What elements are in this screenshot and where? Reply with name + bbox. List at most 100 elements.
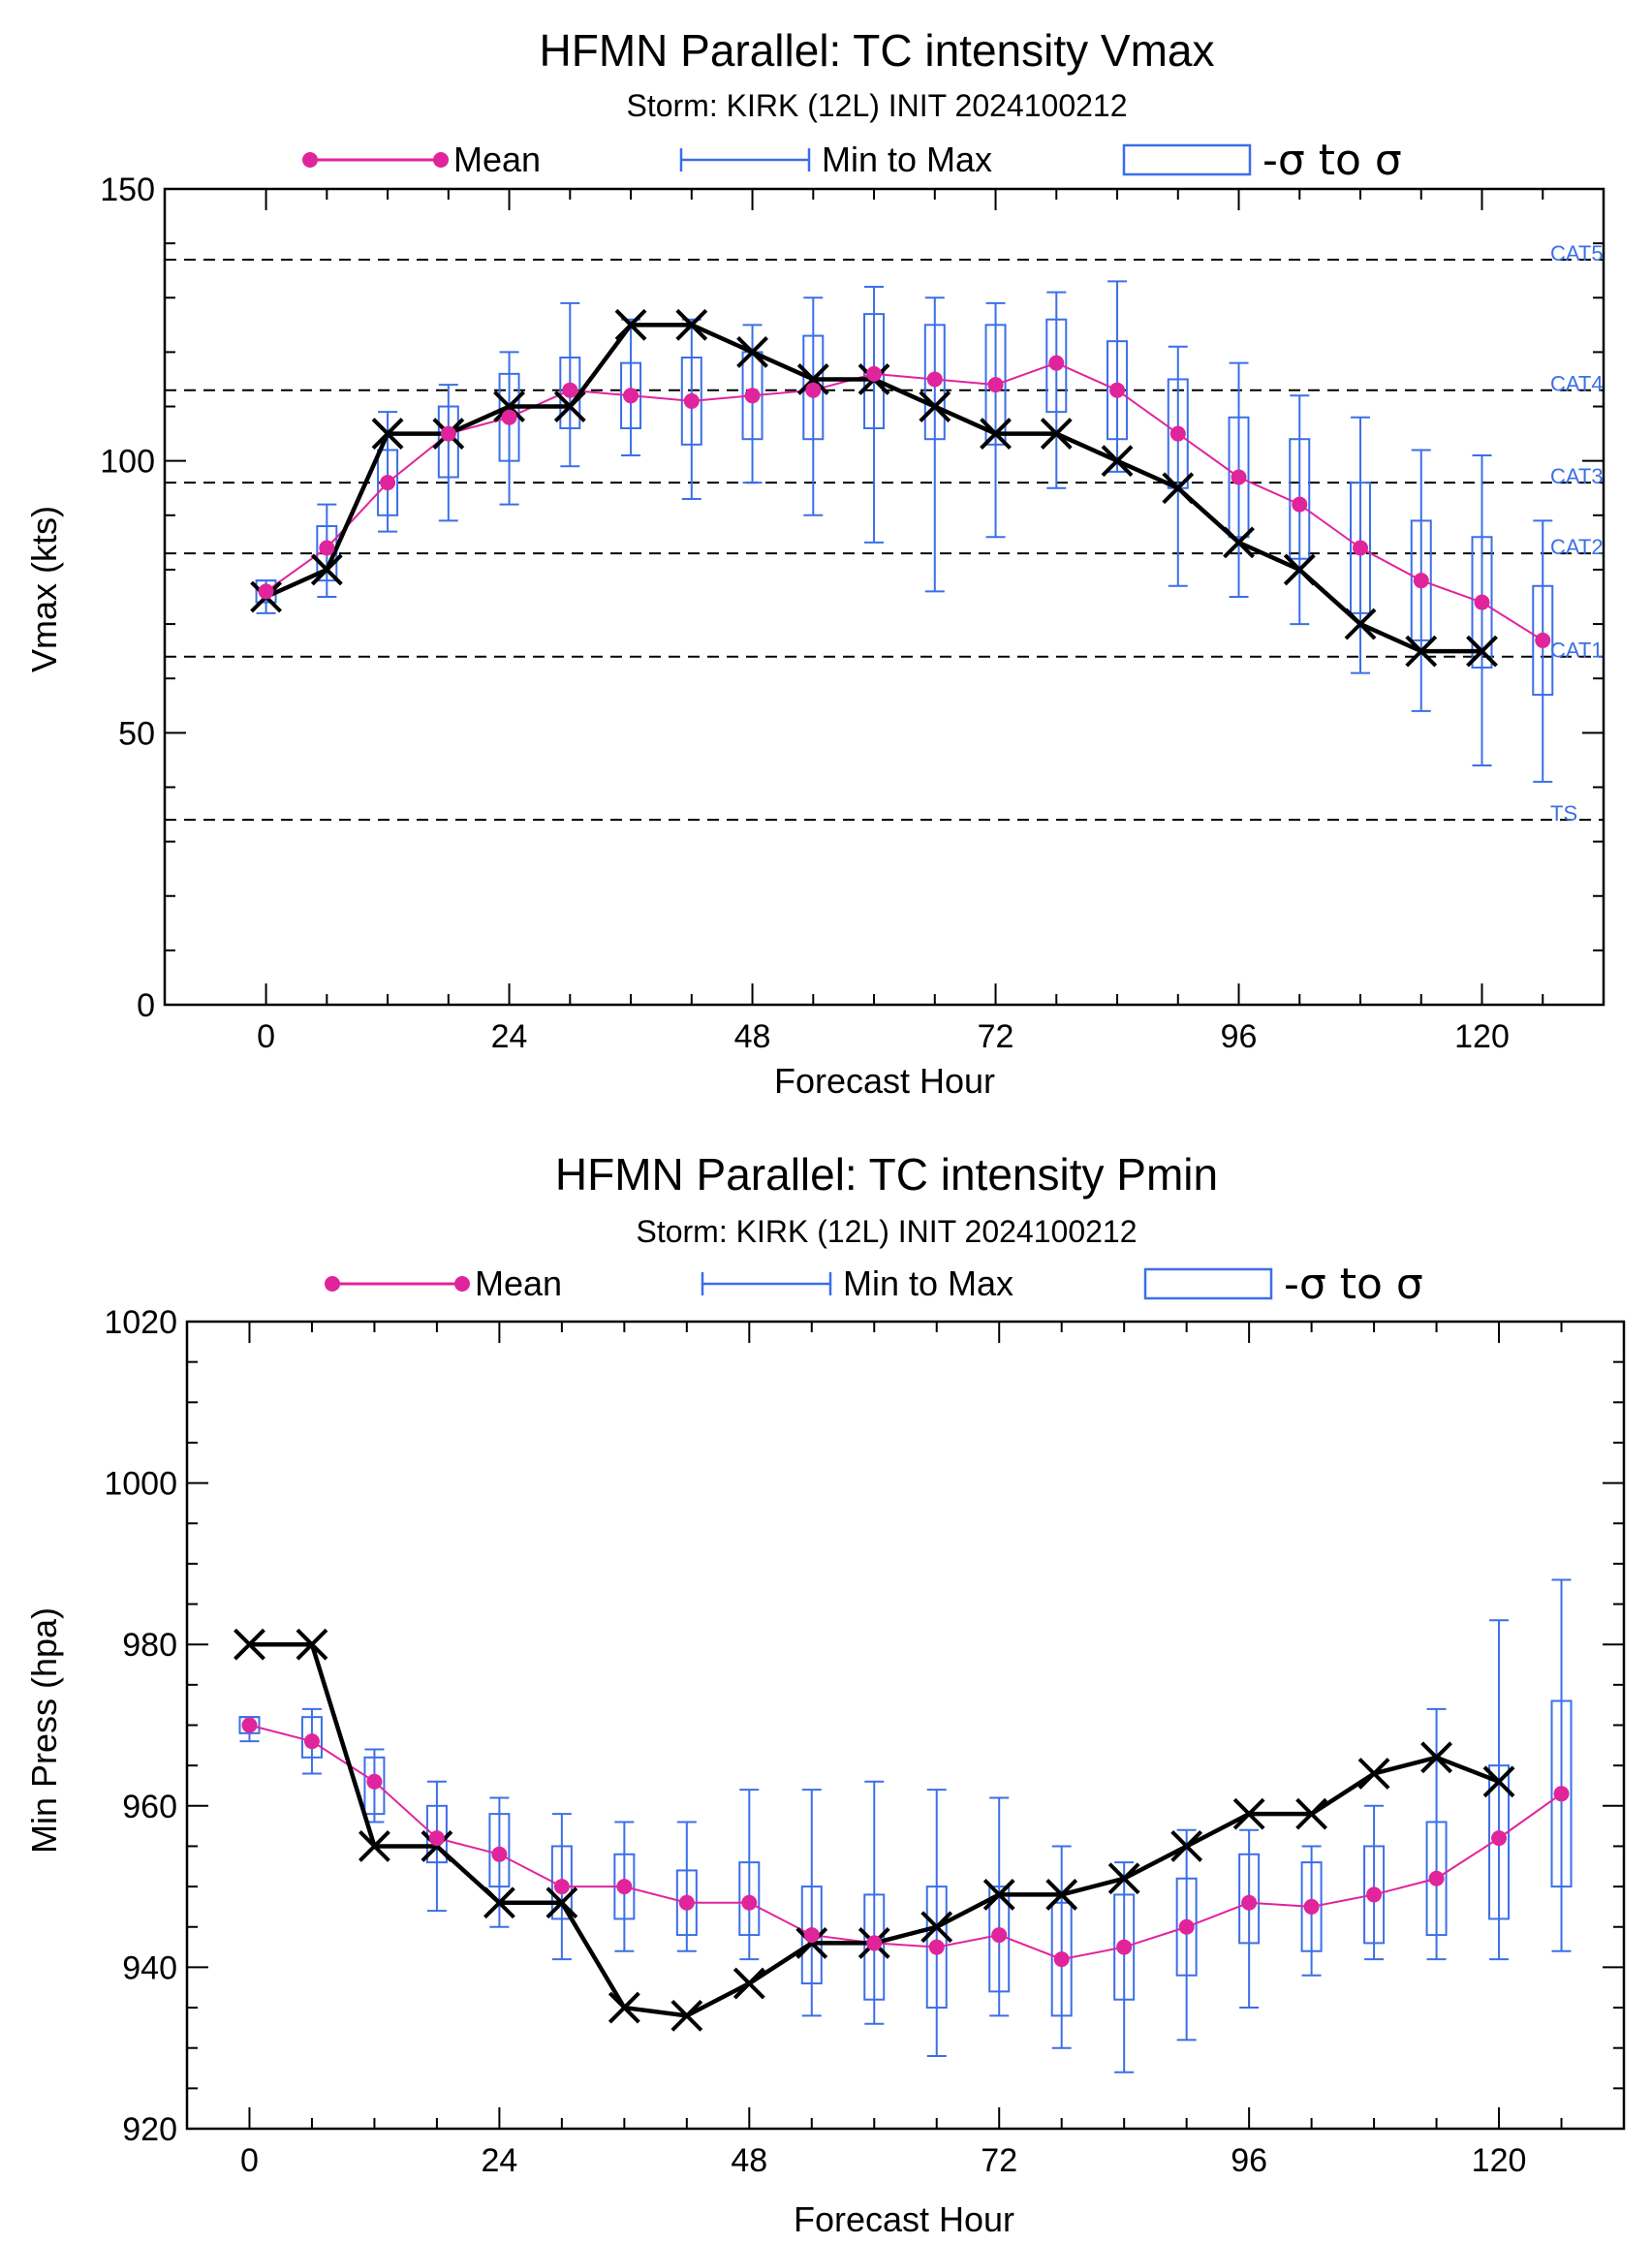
mean-line bbox=[265, 361, 1543, 641]
mean-point bbox=[553, 1879, 570, 1895]
chart-subtitle-vmax: Storm: KIRK (12L) INIT 2024100212 bbox=[626, 88, 1127, 123]
chart-title-pmin: HFMN Parallel: TC intensity Pmin bbox=[555, 1149, 1218, 1200]
mean-point bbox=[1116, 1939, 1133, 1955]
mean-point bbox=[1491, 1830, 1508, 1847]
best-track-marker-stroke bbox=[1482, 1765, 1515, 1798]
sigma-box bbox=[238, 1716, 261, 1734]
sigma-box bbox=[1471, 536, 1493, 669]
y-tick-label: 940 bbox=[122, 1949, 177, 1986]
best-track-marker-stroke bbox=[732, 1967, 765, 2000]
best-track-marker-stroke bbox=[483, 1886, 515, 1919]
best-track-marker-stroke bbox=[736, 335, 768, 368]
sigma-box bbox=[1425, 1821, 1448, 1937]
mean-point bbox=[866, 1935, 883, 1951]
reference-label-cat4: CAT4 bbox=[1550, 372, 1604, 396]
plot-area-vmax: 0 50 100 150 0 24 48 72 96 120 TS CAT1 CAT2 CAT3 CAT4 C… bbox=[100, 171, 1605, 1055]
best-track-marker-stroke bbox=[493, 390, 525, 422]
y-tick-label: 980 bbox=[122, 1627, 177, 1664]
x-tick-label: 72 bbox=[978, 1018, 1014, 1055]
mean-point bbox=[1474, 594, 1490, 610]
mean-point bbox=[241, 1717, 258, 1733]
best-track-marker-stroke bbox=[1466, 635, 1498, 668]
sigma-box bbox=[1175, 1877, 1198, 1977]
sigma-box bbox=[1289, 438, 1311, 560]
best-track-marker-stroke bbox=[795, 1926, 828, 1959]
sigma-box bbox=[1228, 416, 1250, 539]
sigma-box bbox=[1363, 1845, 1386, 1945]
mean-point bbox=[683, 392, 700, 409]
mean-point bbox=[744, 388, 761, 404]
legend-pmin: Mean Min to Max -σ to σ bbox=[325, 1260, 1423, 1309]
best-track-marker-stroke bbox=[1295, 1797, 1328, 1830]
mean-point bbox=[805, 382, 822, 398]
best-track-marker-stroke bbox=[614, 308, 647, 341]
best-track-marker-stroke bbox=[1283, 553, 1316, 586]
mean-point bbox=[303, 1733, 320, 1750]
mean-point bbox=[1413, 573, 1429, 589]
sigma-box bbox=[1238, 1853, 1261, 1945]
mean-point bbox=[987, 377, 1004, 393]
best-track-marker-stroke bbox=[920, 1911, 953, 1944]
chart-subtitle-pmin: Storm: KIRK (12L) INIT 2024100212 bbox=[636, 1214, 1137, 1249]
legend-mean-marker-right bbox=[454, 1276, 470, 1292]
legend-minmax-label: Min to Max bbox=[822, 140, 992, 179]
y-tick-label: 960 bbox=[122, 1789, 177, 1825]
y-tick-label: 920 bbox=[122, 2111, 177, 2148]
best-track-marker-stroke bbox=[1045, 1879, 1078, 1911]
sigma-box bbox=[316, 525, 338, 582]
x-tick-label: 120 bbox=[1472, 2142, 1527, 2179]
mean-point bbox=[1292, 496, 1308, 513]
x-tick-label: 48 bbox=[734, 1018, 771, 1055]
mean-point bbox=[1178, 1918, 1195, 1935]
legend-minmax-label: Min to Max bbox=[843, 1263, 1013, 1303]
best-track-marker-stroke bbox=[358, 1830, 390, 1862]
mean-point bbox=[928, 1939, 945, 1955]
sigma-box bbox=[863, 1893, 886, 2001]
mean-point bbox=[1231, 469, 1247, 485]
best-track-marker-stroke bbox=[1405, 635, 1438, 668]
best-track-marker-stroke bbox=[1223, 526, 1255, 559]
x-tick-label: 0 bbox=[240, 2142, 259, 2179]
mean-point bbox=[1169, 425, 1186, 442]
best-track-marker-stroke bbox=[421, 1830, 453, 1862]
mean-point bbox=[1553, 1786, 1570, 1802]
mean-point bbox=[562, 382, 578, 398]
y-tick-label: 1020 bbox=[104, 1304, 177, 1341]
sigma-box bbox=[1107, 340, 1129, 441]
sigma-box bbox=[1350, 482, 1372, 614]
best-track-marker-stroke bbox=[608, 1991, 640, 2024]
best-track-marker-stroke bbox=[982, 1879, 1015, 1911]
mean-point bbox=[803, 1927, 820, 1944]
mean-point bbox=[1353, 540, 1369, 556]
best-track-marker-stroke bbox=[371, 418, 404, 451]
x-tick-label: 24 bbox=[491, 1018, 528, 1055]
best-track-marker-stroke bbox=[1357, 1758, 1390, 1790]
best-track-marker-stroke bbox=[1170, 1830, 1203, 1862]
best-track-marker-stroke bbox=[553, 390, 586, 422]
reference-label-cat5: CAT5 bbox=[1550, 241, 1604, 265]
y-tick-label: 50 bbox=[118, 715, 155, 752]
legend-mean-label: Mean bbox=[453, 140, 541, 179]
legend-mean-label: Mean bbox=[475, 1263, 562, 1303]
reference-label-cat2: CAT2 bbox=[1550, 535, 1604, 559]
reference-label-cat3: CAT3 bbox=[1550, 464, 1604, 488]
y-axis-title-vmax: Vmax (kts) bbox=[24, 506, 64, 672]
best-track-marker-stroke bbox=[1040, 418, 1073, 451]
plot-frame bbox=[185, 1320, 1626, 2131]
x-axis-title-vmax: Forecast Hour bbox=[774, 1061, 995, 1101]
mean-point bbox=[926, 371, 943, 388]
y-tick-label: 150 bbox=[100, 171, 155, 208]
chart-title-vmax: HFMN Parallel: TC intensity Vmax bbox=[540, 25, 1215, 76]
legend-sigma-label: -σ to σ bbox=[1284, 1260, 1423, 1309]
mean-point bbox=[258, 583, 274, 600]
best-track-marker-stroke bbox=[1162, 472, 1195, 505]
sigma-box bbox=[1410, 519, 1432, 641]
best-track-marker-stroke bbox=[1420, 1741, 1452, 1774]
mean-point bbox=[1535, 632, 1551, 648]
best-track-marker-stroke bbox=[1344, 608, 1377, 640]
x-tick-label: 120 bbox=[1454, 1018, 1510, 1055]
sigma-box bbox=[377, 449, 399, 516]
legend-vmax: Mean Min to Max -σ to σ bbox=[302, 136, 1402, 185]
legend-sigma-label: -σ to σ bbox=[1262, 136, 1402, 185]
